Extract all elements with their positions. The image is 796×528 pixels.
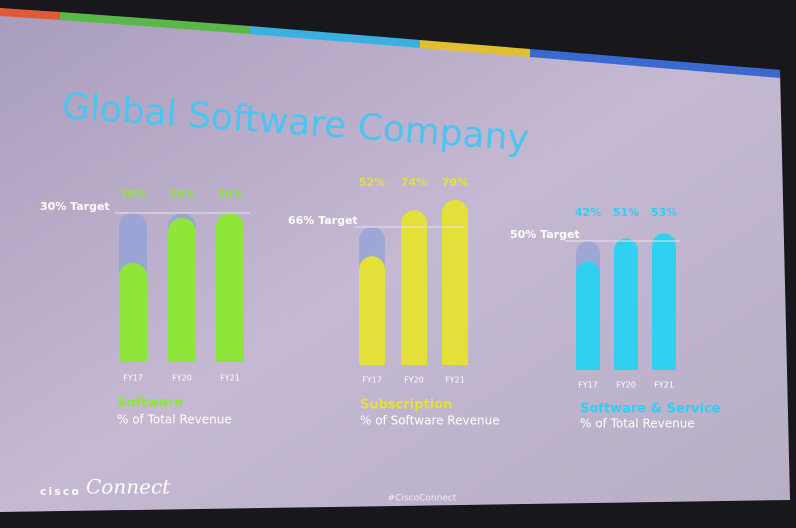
target-label: 50% Target — [510, 228, 580, 241]
stripe — [0, 8, 60, 20]
chart-subtitle: % of Software Revenue — [360, 414, 500, 428]
value-label: 52% — [359, 176, 385, 189]
category-label: FY20 — [404, 376, 424, 385]
bar — [401, 210, 427, 365]
bar — [119, 262, 147, 362]
stripe — [250, 26, 420, 48]
chart-title: Subscription — [360, 398, 452, 413]
value-label: 79% — [442, 176, 468, 189]
logo-product: Connect — [86, 475, 171, 499]
value-label: 42% — [575, 206, 601, 219]
category-label: FY20 — [616, 381, 636, 390]
stripe — [530, 49, 780, 78]
bar — [576, 261, 600, 370]
category-label: FY17 — [362, 376, 382, 385]
chart-title: Software & Service — [580, 402, 721, 417]
bar — [168, 217, 196, 362]
category-label: FY17 — [578, 381, 598, 390]
category-label: FY21 — [445, 376, 465, 385]
category-label: FY21 — [654, 381, 674, 390]
bar — [442, 199, 468, 365]
category-label: FY21 — [220, 374, 240, 383]
logo-brand: cisco — [40, 485, 81, 498]
target-label: 30% Target — [40, 200, 110, 213]
bar — [614, 238, 638, 370]
value-label: 53% — [651, 206, 677, 219]
category-label: FY17 — [123, 374, 143, 383]
slide — [0, 8, 790, 512]
stripe — [60, 12, 250, 34]
value-label: 30% — [217, 188, 243, 201]
chart-subtitle: % of Total Revenue — [580, 417, 695, 431]
stripe — [420, 40, 530, 57]
category-label: FY20 — [172, 374, 192, 383]
value-label: 51% — [613, 206, 639, 219]
target-label: 66% Target — [288, 214, 358, 227]
bar — [359, 256, 385, 365]
value-label: 74% — [401, 176, 427, 189]
bar — [652, 233, 676, 370]
value-label: 20% — [120, 188, 146, 201]
bar — [216, 213, 244, 362]
value-label: 29% — [169, 188, 195, 201]
chart-title: Software — [117, 396, 183, 411]
chart-subtitle: % of Total Revenue — [117, 413, 232, 427]
footer: #CiscoConnect — [388, 494, 457, 504]
